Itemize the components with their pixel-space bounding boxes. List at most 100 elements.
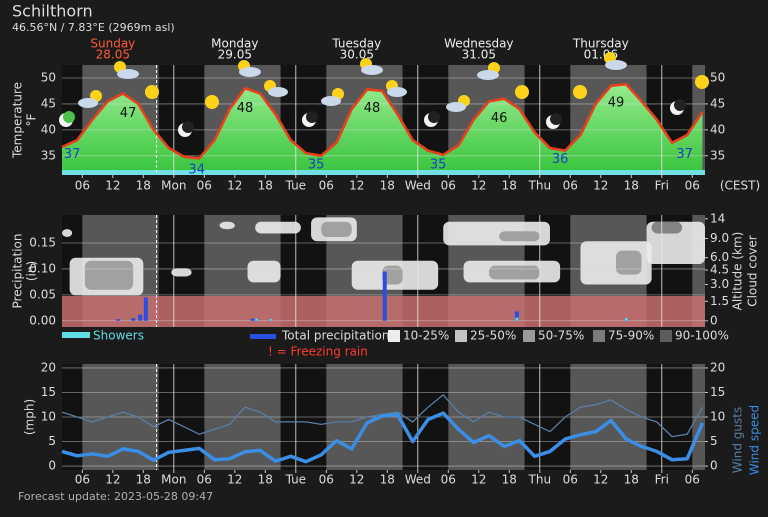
- precipitation-bar: [115, 319, 120, 321]
- x-tick-label: 18: [258, 473, 273, 487]
- x-tick-label: 18: [136, 179, 151, 193]
- legend-swatch: [660, 330, 672, 342]
- legend-label: 75-90%: [608, 329, 654, 343]
- y2-tick-label: 50: [710, 70, 725, 84]
- x-tick-label: 06: [75, 473, 90, 487]
- x-tick-label: 06: [197, 473, 212, 487]
- x-tick-label: Tue: [285, 179, 307, 193]
- y-axis-unit: °F: [25, 113, 39, 126]
- x-tick-label: 18: [380, 473, 395, 487]
- x-tick-label: 12: [593, 179, 608, 193]
- y2-tick-label: 6.0: [710, 250, 729, 264]
- y3-axis-label: Cloud cover: [746, 235, 760, 307]
- shower-bar: [515, 317, 519, 321]
- x-tick-label: 18: [136, 473, 151, 487]
- sun-icon: [386, 80, 407, 97]
- sun-icon: [264, 80, 288, 97]
- sun-icon: [515, 85, 529, 99]
- legend-swatch: [250, 334, 276, 339]
- y2-axis-label: Altitude (km): [731, 232, 745, 311]
- title: Schilthorn: [12, 2, 93, 21]
- y-tick-label: 20: [41, 360, 56, 374]
- moon-icon: [424, 111, 440, 127]
- x-tick-label: 18: [502, 473, 517, 487]
- x-tick-label: 06: [441, 473, 456, 487]
- x-tick-label: 12: [227, 179, 242, 193]
- legend-label: Wind speed: [748, 405, 762, 475]
- x-tick-label: 06: [319, 473, 334, 487]
- legend-swatch: [455, 330, 467, 342]
- sun-icon: [238, 60, 261, 77]
- min-label: 35: [430, 157, 447, 172]
- x-tick-label: 18: [380, 179, 395, 193]
- precipitation-bar: [143, 297, 148, 321]
- y2-tick-label: 15: [710, 385, 725, 399]
- y-tick-label: 0.05: [29, 287, 56, 301]
- y-tick-label: 35: [41, 148, 56, 162]
- legend-swatch: [62, 332, 90, 338]
- y-tick-label: 45: [41, 96, 56, 110]
- x-tick-label: 06: [197, 179, 212, 193]
- y-tick-label: 15: [41, 385, 56, 399]
- min-label: 37: [64, 147, 81, 162]
- y2-tick-label: 1.5: [710, 294, 729, 308]
- min-label: 34: [188, 162, 205, 177]
- x-tick-label: 18: [624, 179, 639, 193]
- precipitation-bar: [138, 314, 143, 321]
- legend-label: 90-100%: [675, 329, 729, 343]
- sun-icon: [446, 95, 470, 112]
- legend-swatch: [593, 330, 605, 342]
- timezone-label: (CEST): [720, 179, 760, 193]
- y2-tick-label: 4.5: [710, 263, 729, 277]
- cloud-cover: [616, 250, 642, 275]
- legend-label: Showers: [93, 329, 144, 343]
- legend-label: 50-75%: [538, 329, 584, 343]
- precipitation-bar: [131, 318, 136, 321]
- wind-line: [61, 411, 705, 464]
- snow-strip: [62, 170, 705, 175]
- cloud-cover: [488, 265, 540, 280]
- day-name: Monday: [211, 37, 258, 51]
- y-tick-label: 0.00: [29, 313, 56, 327]
- legend-label: 10-25%: [403, 329, 449, 343]
- sun-icon: [205, 95, 219, 109]
- moon-icon: [178, 121, 194, 137]
- moon-icon: [302, 111, 318, 127]
- weather-icons: [59, 52, 709, 137]
- day-date: 30.05: [340, 48, 374, 62]
- y-tick-label: 0.15: [29, 236, 56, 250]
- day-name: Tuesday: [331, 37, 381, 51]
- subtitle: 46.56°N / 7.83°E (2969m asl): [12, 21, 175, 34]
- sun-icon: [604, 52, 627, 70]
- min-label: 37: [676, 147, 693, 162]
- sun-icon: [321, 88, 344, 106]
- shower-bar: [255, 318, 259, 321]
- y2-tick-label: 3.0: [710, 277, 729, 291]
- y-tick-label: 50: [41, 70, 56, 84]
- x-tick-label: 06: [685, 473, 700, 487]
- cloud-cover: [321, 221, 352, 237]
- sun-icon: [695, 75, 709, 89]
- y2-tick-label: 35: [710, 148, 725, 162]
- day-date: 31.05: [462, 48, 496, 62]
- y-tick-label: 40: [41, 122, 56, 136]
- sun-icon: [114, 61, 139, 79]
- sun-icon: [78, 90, 102, 108]
- y-axis-unit: (in): [25, 261, 39, 281]
- day-name: Sunday: [90, 37, 135, 51]
- x-tick-label: 06: [563, 473, 578, 487]
- day-date: 28.05: [96, 48, 130, 62]
- legend-label: 25-50%: [470, 329, 516, 343]
- legend-swatch: [388, 330, 400, 342]
- y2-tick-label: 9.0: [710, 231, 729, 245]
- legend-label: Wind gusts: [731, 407, 745, 473]
- max-label: 49: [608, 96, 625, 111]
- x-tick-label: 06: [685, 179, 700, 193]
- y-tick-label: 0.10: [29, 261, 56, 275]
- x-tick-label: 12: [593, 473, 608, 487]
- legend-note: ! = Freezing rain: [268, 345, 368, 359]
- precipitation-bar: [514, 311, 519, 321]
- sun-icon: [477, 62, 500, 80]
